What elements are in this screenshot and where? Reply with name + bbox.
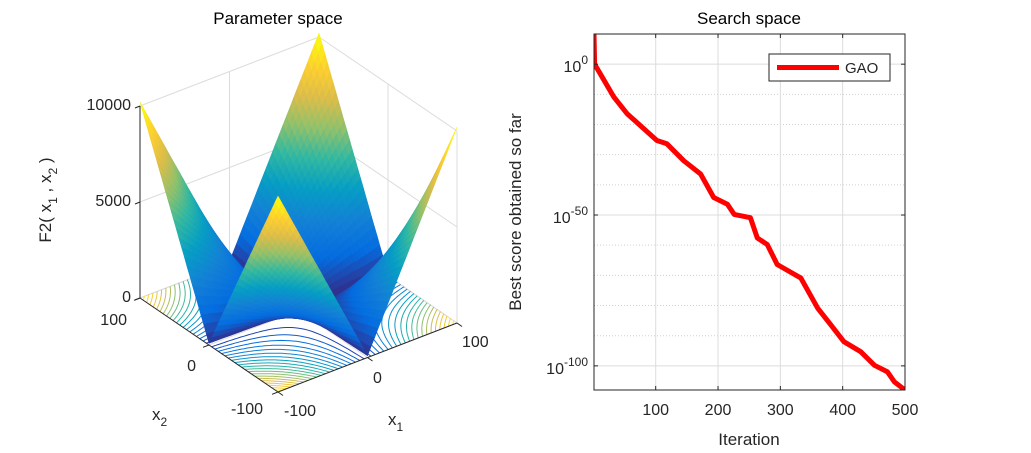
x2-tick-label: 0 xyxy=(187,358,196,375)
contour-line xyxy=(231,356,339,370)
z-tick xyxy=(134,201,141,205)
contour-line xyxy=(443,316,448,328)
x2-tick-label: -100 xyxy=(231,401,263,418)
contour-line xyxy=(247,370,317,378)
contour-line xyxy=(435,311,441,332)
parameter-space-axes: Parameter space 10000 5000 0 100 0 -100 … xyxy=(36,9,489,434)
contour-line xyxy=(234,359,334,371)
contour-line xyxy=(214,334,361,361)
z-tick-label: 0 xyxy=(122,289,131,306)
z-axis-label: F2( x1 , x2 ) xyxy=(36,157,60,242)
contour-line xyxy=(447,318,451,327)
axis-lines xyxy=(133,105,463,396)
contour-line xyxy=(241,365,326,375)
contour-line xyxy=(258,377,304,383)
contour-line xyxy=(430,309,438,333)
z-tick-label: 5000 xyxy=(95,193,131,210)
y-tick-base: 10 xyxy=(546,361,564,378)
contour-line xyxy=(172,281,186,321)
y-tick-label: 10-50 xyxy=(553,204,588,227)
contour-line xyxy=(149,293,154,305)
x-tick-labels: 100 200 300 400 500 xyxy=(642,402,918,419)
x-tick-label: 200 xyxy=(705,402,732,419)
x-tick-label: 500 xyxy=(892,402,919,419)
y-tick-label: 10-100 xyxy=(546,355,588,378)
surface-patch xyxy=(315,32,323,52)
x2-tick xyxy=(133,297,141,301)
contour-line xyxy=(146,294,150,303)
x-tick-label: 400 xyxy=(829,402,856,419)
contour-line xyxy=(261,380,300,385)
contour-line xyxy=(142,296,145,301)
contour-line xyxy=(271,387,287,390)
surface-patch xyxy=(450,126,458,143)
y-tick-exponent: -50 xyxy=(571,204,589,218)
x2-tick-label: 100 xyxy=(100,312,127,329)
left-title: Parameter space xyxy=(213,9,342,28)
y-tick-exponent: 0 xyxy=(581,53,588,67)
contour-line xyxy=(426,306,435,335)
contour-line xyxy=(218,339,356,363)
x2-tick xyxy=(202,344,210,348)
y-tick-base: 10 xyxy=(553,210,571,227)
axis-box xyxy=(593,33,906,391)
x-tick-label: 300 xyxy=(767,402,794,419)
x1-axis-label: x1 xyxy=(388,410,404,434)
contour-line xyxy=(394,293,415,345)
search-space-axes: Search space Iteration Best score obtain… xyxy=(506,9,918,449)
x1-tick-label: 0 xyxy=(373,370,382,387)
contour-line xyxy=(166,284,176,317)
y-tick-exponent: -100 xyxy=(564,355,588,369)
legend-label: GAO xyxy=(845,60,878,77)
x2-tick xyxy=(271,391,279,395)
contour-line xyxy=(416,302,428,339)
contour-line xyxy=(264,382,296,386)
x-tick-label: 100 xyxy=(642,402,669,419)
contour-line xyxy=(238,362,330,373)
contour-line xyxy=(211,327,365,360)
contour-line xyxy=(224,348,348,366)
surface-patch xyxy=(274,195,282,209)
y-tick-base: 10 xyxy=(564,59,582,76)
contour-line xyxy=(251,373,313,380)
x1-tick-label: 100 xyxy=(462,334,489,351)
contour-line xyxy=(169,282,181,319)
x-axis-label: Iteration xyxy=(718,430,779,449)
contour-line xyxy=(152,291,158,308)
x1-tick xyxy=(367,357,373,362)
x1-tick xyxy=(456,322,463,327)
y-axis-label: Best score obtained so far xyxy=(506,113,525,311)
contour-line xyxy=(244,368,322,376)
series-line-gao xyxy=(594,34,905,390)
contour-line xyxy=(388,291,411,347)
x2-axis-label: x2 xyxy=(152,405,168,429)
contour-line xyxy=(162,286,171,315)
contour-line xyxy=(439,313,445,330)
surface-patch xyxy=(139,101,147,119)
contour-line xyxy=(228,352,343,368)
contour-line xyxy=(159,288,167,312)
surface xyxy=(139,32,458,356)
contour-line xyxy=(254,375,309,381)
z-tick-label: 10000 xyxy=(87,97,132,114)
right-title: Search space xyxy=(697,9,801,28)
x1-tick-label: -100 xyxy=(284,403,316,420)
contour-line xyxy=(268,384,291,388)
contour-line xyxy=(400,295,418,344)
contour-line xyxy=(176,279,191,324)
convergence-curve xyxy=(594,34,905,390)
contour-line xyxy=(421,304,431,337)
contour-line xyxy=(406,297,421,342)
plot-box xyxy=(593,33,906,391)
contour-line xyxy=(411,300,425,340)
contour-line xyxy=(156,289,162,310)
legend: GAO xyxy=(768,53,891,82)
z-tick xyxy=(134,105,141,109)
contour-line xyxy=(221,344,352,365)
x1-tick xyxy=(277,391,284,396)
y-tick-label: 100 xyxy=(564,53,589,76)
